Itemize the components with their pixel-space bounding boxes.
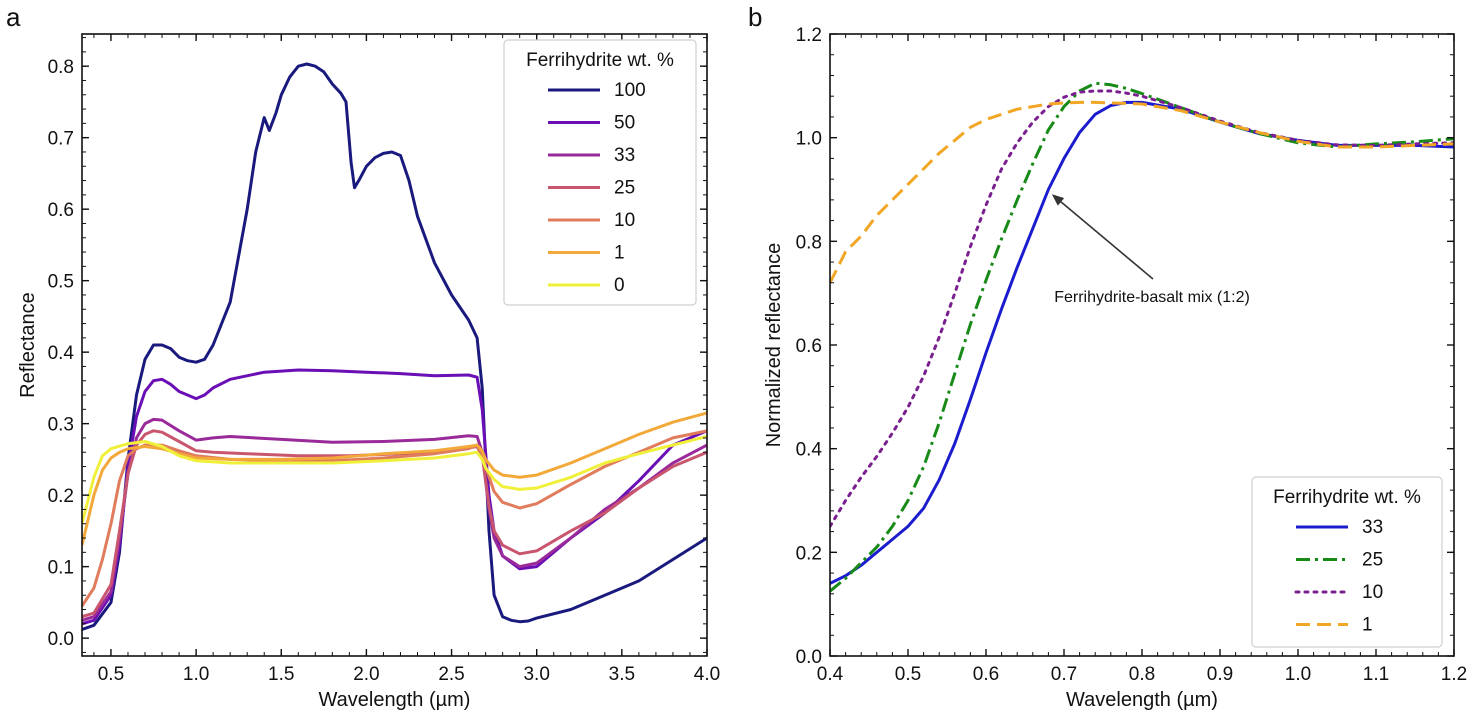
- y-tick-label: 0.8: [796, 232, 822, 253]
- x-tick-label: 3.0: [523, 664, 549, 685]
- legend-title: Ferrihydrite wt. %: [526, 50, 674, 71]
- panel-a-letter: a: [6, 2, 21, 32]
- x-tick-label: 2.5: [438, 664, 464, 685]
- x-tick-label: 1.0: [183, 664, 209, 685]
- legend-label: 0: [614, 275, 625, 296]
- legend-label: 10: [1362, 582, 1383, 603]
- y-tick-label: 0.4: [796, 440, 823, 461]
- legend-label: 25: [614, 178, 635, 199]
- legend-box: [503, 39, 697, 306]
- x-tick-label: 3.5: [609, 664, 635, 685]
- x-tick-label: 4.0: [694, 664, 720, 685]
- legend-title: Ferrihydrite wt. %: [1273, 487, 1421, 508]
- x-tick-label: 0.6: [973, 664, 999, 685]
- legend-label: 1: [614, 243, 625, 264]
- y-tick-label: 0.1: [48, 558, 74, 579]
- panel-a-frame: [81, 33, 708, 657]
- panel-b-annotation: Ferrihydrite-basalt mix (1:2): [1051, 194, 1250, 306]
- x-tick-label: 0.7: [1051, 664, 1077, 685]
- y-tick-label: 0.0: [48, 629, 74, 650]
- x-tick-label: 2.0: [353, 664, 379, 685]
- y-tick-label: 0.2: [48, 486, 74, 507]
- y-tick-label: 1.2: [796, 25, 822, 46]
- legend-label: 50: [614, 113, 635, 134]
- x-tick-label: 0.5: [98, 664, 124, 685]
- legend-box: [1251, 476, 1443, 648]
- series-line-1: [82, 411, 707, 546]
- panel-b-xlabel: Wavelength (µm): [1066, 689, 1218, 711]
- legend-label: 33: [1362, 517, 1383, 538]
- legend-label: 10: [614, 210, 635, 231]
- x-tick-label: 0.5: [895, 664, 921, 685]
- panel-b-legend: Ferrihydrite wt. % 33 25 10 1: [1251, 476, 1443, 648]
- y-tick-label: 0.6: [48, 200, 74, 221]
- series-line-1: [830, 100, 1454, 284]
- annotation-arrow: [1051, 194, 1154, 280]
- y-tick-label: 0.5: [48, 272, 74, 293]
- x-tick-label: 0.4: [817, 664, 844, 685]
- y-tick-label: 0.0: [796, 647, 822, 668]
- x-tick-label: 1.5: [268, 664, 294, 685]
- x-tick-label: 1.1: [1363, 664, 1389, 685]
- y-tick-label: 0.3: [48, 415, 74, 436]
- series-line-50: [82, 368, 707, 626]
- y-tick-label: 1.0: [796, 129, 822, 150]
- y-tick-label: 0.7: [48, 129, 74, 150]
- annotation-text: Ferrihydrite-basalt mix (1:2): [1054, 289, 1250, 306]
- series-line-10: [830, 89, 1454, 528]
- panel-a-xlabel: Wavelength (µm): [319, 689, 471, 711]
- panel-a-chart: a 0.5 1.0 1.5 2.0 2.5 3.0 3.5 4.0 0.0 0.1 0.2 0.3 0.…: [6, 2, 720, 711]
- legend-label: 25: [1362, 550, 1383, 571]
- series-line-25: [82, 429, 707, 619]
- x-tick-label: 1.2: [1441, 664, 1467, 685]
- panel-b-ylabel: Normalized reflectance: [763, 243, 785, 448]
- series-line-100: [82, 62, 707, 631]
- panel-b-chart: b 0.4 0.5 0.6 0.7 0.8 0.9 1.0 1.1 1.2 0.0 0.2 0.4 0.…: [748, 2, 1467, 711]
- x-tick-label: 1.0: [1285, 664, 1311, 685]
- y-tick-label: 0.2: [796, 543, 822, 564]
- series-line-10: [82, 429, 707, 607]
- series-line-0: [82, 435, 707, 525]
- y-tick-label: 0.8: [48, 57, 74, 78]
- legend-label: 33: [614, 145, 635, 166]
- x-tick-label: 0.8: [1129, 664, 1155, 685]
- y-tick-label: 0.6: [796, 336, 822, 357]
- panel-b-letter: b: [748, 2, 762, 32]
- legend-label: 1: [1362, 615, 1373, 636]
- y-tick-label: 0.4: [48, 343, 75, 364]
- series-line-33: [82, 417, 707, 622]
- panel-a-ylabel: Reflectance: [17, 292, 39, 398]
- x-tick-label: 0.9: [1207, 664, 1233, 685]
- legend-label: 100: [614, 80, 646, 101]
